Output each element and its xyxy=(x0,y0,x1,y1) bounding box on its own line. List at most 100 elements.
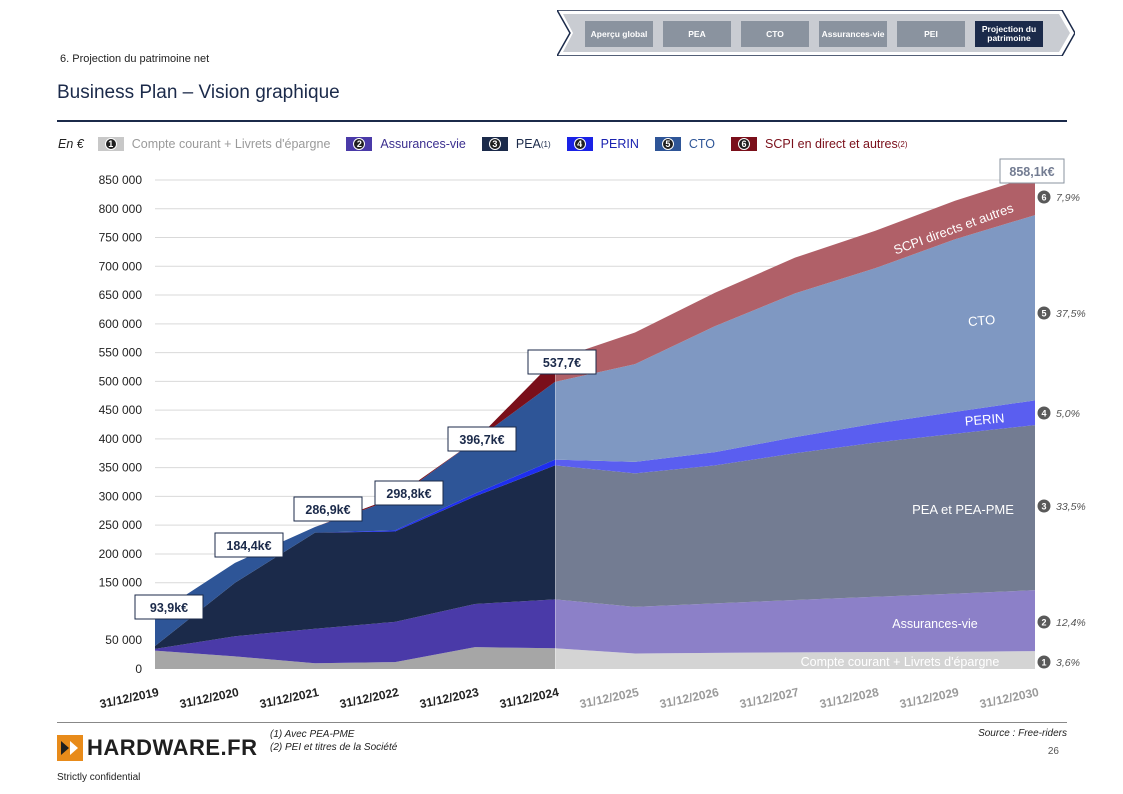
area-2-historic xyxy=(155,465,555,649)
legend-swatch: 5 xyxy=(654,137,681,151)
legend-item-3: 3 PEA (1) xyxy=(481,137,551,151)
page-title: Business Plan – Vision graphique xyxy=(57,82,340,103)
x-tick-label: 31/12/2019 xyxy=(98,685,160,711)
total-label-frame xyxy=(293,496,363,522)
section-label: 6. Projection du patrimoine net xyxy=(60,53,210,65)
area-1-historic xyxy=(155,599,555,664)
area-2-projection xyxy=(555,425,1035,607)
legend-number: 6 xyxy=(738,138,751,150)
nav-tab-5[interactable]: PEI xyxy=(897,21,965,47)
share-number-badge xyxy=(1037,306,1051,320)
share-number-badge xyxy=(1037,190,1051,204)
x-tick-label: 31/12/2022 xyxy=(338,685,400,711)
share-number: 2 xyxy=(1041,618,1046,628)
y-tick-label: 300 000 xyxy=(99,489,143,503)
legend-item-2: 2 Assurances-vie xyxy=(346,137,466,151)
share-number-badge xyxy=(1037,615,1051,629)
share-percent: 33,5% xyxy=(1056,501,1086,513)
total-label: 286,9k€ xyxy=(305,503,350,517)
y-tick-label: 0 xyxy=(135,662,142,676)
x-tick-label: 31/12/2029 xyxy=(898,685,960,711)
y-tick-label: 600 000 xyxy=(99,317,143,331)
y-tick-label: 50 000 xyxy=(105,633,142,647)
y-tick-label: 800 000 xyxy=(99,202,143,216)
chart-legend: En € 1 Compte courant + Livrets d'épargne… xyxy=(58,135,924,153)
total-label-frame xyxy=(374,480,444,506)
total-label-box: 298,8k€ xyxy=(374,480,444,506)
x-tick-label: 31/12/2024 xyxy=(498,685,560,711)
hardware-logo: HARDWARE.FR xyxy=(57,735,257,761)
legend-item-5: 5 CTO xyxy=(654,137,716,151)
area-0-projection xyxy=(555,648,1035,669)
total-label-box: 93,9k€ xyxy=(134,594,204,620)
area-4-projection xyxy=(555,215,1035,462)
x-tick-label: 31/12/2023 xyxy=(418,685,480,711)
area-5-projection xyxy=(555,175,1035,382)
total-label: 858,1k€ xyxy=(1009,165,1054,179)
y-tick-label: 850 000 xyxy=(99,173,143,187)
legend-unit: En € xyxy=(58,137,84,151)
x-tick-label: 31/12/2027 xyxy=(738,685,800,711)
total-label-frame xyxy=(999,158,1065,184)
confidential-note: Strictly confidential xyxy=(57,772,141,783)
y-tick-label: 750 000 xyxy=(99,231,143,245)
total-label: 537,7€ xyxy=(543,356,581,370)
y-tick-label: 350 000 xyxy=(99,461,143,475)
x-tick-label: 31/12/2021 xyxy=(258,685,320,711)
share-number-badge xyxy=(1037,406,1051,420)
total-label: 396,7k€ xyxy=(459,433,504,447)
legend-swatch: 6 xyxy=(731,137,758,151)
y-tick-label: 400 000 xyxy=(99,432,143,446)
share-number: 6 xyxy=(1041,193,1046,203)
legend-label: CTO xyxy=(688,137,716,151)
legend-footnote-ref: (1) xyxy=(540,139,551,149)
nav-tab-2[interactable]: PEA xyxy=(663,21,731,47)
nav-tab-1[interactable]: Aperçu global xyxy=(585,21,653,47)
legend-item-6: 6 SCPI en direct et autres (2) xyxy=(731,137,908,151)
share-number: 3 xyxy=(1041,502,1046,512)
legend-swatch: 2 xyxy=(346,137,373,151)
share-number-badge xyxy=(1037,655,1051,669)
total-label-frame xyxy=(134,594,204,620)
y-tick-label: 200 000 xyxy=(99,547,143,561)
legend-swatch: 3 xyxy=(481,137,508,151)
page-number: 26 xyxy=(1047,746,1059,757)
total-label: 93,9k€ xyxy=(150,601,188,615)
share-percent: 37,5% xyxy=(1056,308,1086,320)
total-label: 184,4k€ xyxy=(226,539,271,553)
share-number: 4 xyxy=(1041,409,1046,419)
y-tick-label: 250 000 xyxy=(99,518,143,532)
footnote-1: (1) Avec PEA-PME xyxy=(270,729,355,740)
x-tick-label: 31/12/2030 xyxy=(978,685,1040,711)
total-label-box: 858,1k€ xyxy=(999,158,1065,184)
y-tick-label: 150 000 xyxy=(99,576,143,590)
share-percent: 7,9% xyxy=(1056,192,1080,204)
legend-footnote-ref: (2) xyxy=(897,139,908,149)
share-number-badge xyxy=(1037,499,1051,513)
share-number: 5 xyxy=(1041,309,1046,319)
nav-tab-3[interactable]: CTO xyxy=(741,21,809,47)
x-tick-label: 31/12/2025 xyxy=(578,685,640,711)
area-3-historic xyxy=(155,459,555,646)
area-label: Assurances-vie xyxy=(892,617,977,631)
footnote-2: (2) PEI et titres de la Société xyxy=(270,742,398,753)
nav-tabs: Aperçu global PEA CTO Assurances-vie PEI Proj… xyxy=(585,21,1043,47)
title-divider xyxy=(57,120,1067,122)
total-label: 298,8k€ xyxy=(386,487,431,501)
legend-number: 3 xyxy=(488,138,501,150)
nav-tab-4[interactable]: Assurances-vie xyxy=(819,21,887,47)
y-tick-label: 700 000 xyxy=(99,259,143,273)
area-3-projection xyxy=(555,400,1035,474)
y-tick-label: 650 000 xyxy=(99,288,143,302)
total-label-frame xyxy=(447,426,517,452)
legend-swatch: 4 xyxy=(566,137,593,151)
legend-number: 5 xyxy=(661,138,674,150)
y-tick-label: 500 000 xyxy=(99,374,143,388)
share-percent: 12,4% xyxy=(1056,617,1086,629)
logo-mark-icon xyxy=(57,735,83,761)
nav-tab-6[interactable]: Projection du patrimoine xyxy=(975,21,1043,47)
legend-label: SCPI en direct et autres xyxy=(765,137,898,151)
legend-label: Compte courant + Livrets d'épargne xyxy=(131,137,331,151)
area-label: PEA et PEA-PME xyxy=(912,502,1014,517)
